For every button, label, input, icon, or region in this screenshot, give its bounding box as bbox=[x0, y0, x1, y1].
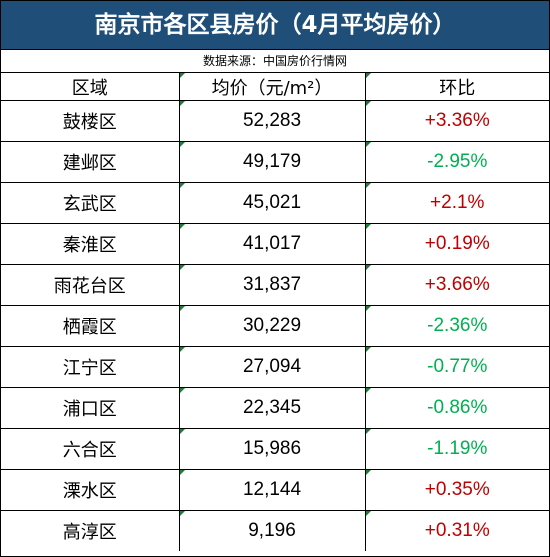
price-cell: 45,021 bbox=[178, 182, 366, 224]
table-row: 玄武区 45,021 +2.1% bbox=[1, 182, 549, 224]
price-cell: 22,345 bbox=[178, 387, 366, 429]
district-cell: 玄武区 bbox=[1, 182, 180, 224]
change-cell: +0.35% bbox=[364, 469, 549, 511]
district-cell: 六合区 bbox=[1, 428, 180, 470]
change-cell: +3.66% bbox=[364, 264, 549, 306]
price-cell: 12,144 bbox=[178, 469, 366, 511]
table-title: 南京市各区县房价（4月平均房价） bbox=[1, 1, 549, 50]
change-cell: -1.19% bbox=[364, 428, 549, 470]
price-cell: 49,179 bbox=[178, 141, 366, 183]
district-cell: 浦口区 bbox=[1, 387, 180, 429]
price-cell: 31,837 bbox=[178, 264, 366, 306]
table-row: 建邺区 49,179 -2.95% bbox=[1, 141, 549, 183]
price-cell: 30,229 bbox=[178, 305, 366, 347]
table-row: 浦口区 22,345 -0.86% bbox=[1, 387, 549, 429]
change-cell: -2.36% bbox=[364, 305, 549, 347]
price-cell: 15,986 bbox=[178, 428, 366, 470]
table-row: 秦淮区 41,017 +0.19% bbox=[1, 223, 549, 265]
price-table: 区域 均价（元/m²） 环比 鼓楼区 52,283 +3.36% 建邺区 49,179-… bbox=[1, 73, 549, 551]
change-cell: -0.86% bbox=[364, 387, 549, 429]
price-cell: 52,283 bbox=[178, 100, 366, 142]
district-cell: 秦淮区 bbox=[1, 223, 180, 265]
table-row: 溧水区 12,144 +0.35% bbox=[1, 469, 549, 511]
table-row: 栖霞区 30,229 -2.36% bbox=[1, 305, 549, 347]
change-cell: -2.95% bbox=[364, 141, 549, 183]
district-cell: 建邺区 bbox=[1, 141, 180, 183]
table-row: 江宁区 27,094 -0.77% bbox=[1, 346, 549, 388]
district-cell: 栖霞区 bbox=[1, 305, 180, 347]
change-cell: +2.1% bbox=[364, 182, 549, 224]
column-header-change: 环比 bbox=[364, 73, 549, 101]
district-cell: 雨花台区 bbox=[1, 264, 180, 306]
table-header-row: 区域 均价（元/m²） 环比 bbox=[1, 73, 549, 101]
data-source-note: 数据来源：中国房价行情网 bbox=[1, 50, 549, 73]
table-row: 雨花台区 31,837 +3.66% bbox=[1, 264, 549, 306]
table-row: 六合区 15,986 -1.19% bbox=[1, 428, 549, 470]
price-cell: 9,196 bbox=[178, 510, 366, 551]
district-cell: 鼓楼区 bbox=[1, 100, 180, 142]
district-cell: 溧水区 bbox=[1, 469, 180, 511]
price-cell: 41,017 bbox=[178, 223, 366, 265]
district-cell: 高淳区 bbox=[1, 510, 180, 551]
change-cell: +3.36% bbox=[364, 100, 549, 142]
column-header-district: 区域 bbox=[1, 73, 180, 101]
price-cell: 27,094 bbox=[178, 346, 366, 388]
district-cell: 江宁区 bbox=[1, 346, 180, 388]
table-row: 鼓楼区 52,283 +3.36% bbox=[1, 100, 549, 142]
column-header-price: 均价（元/m²） bbox=[178, 73, 366, 101]
table-row: 高淳区 9,196 +0.31% bbox=[1, 510, 549, 551]
change-cell: +0.19% bbox=[364, 223, 549, 265]
change-cell: +0.31% bbox=[364, 510, 549, 551]
change-cell: -0.77% bbox=[364, 346, 549, 388]
